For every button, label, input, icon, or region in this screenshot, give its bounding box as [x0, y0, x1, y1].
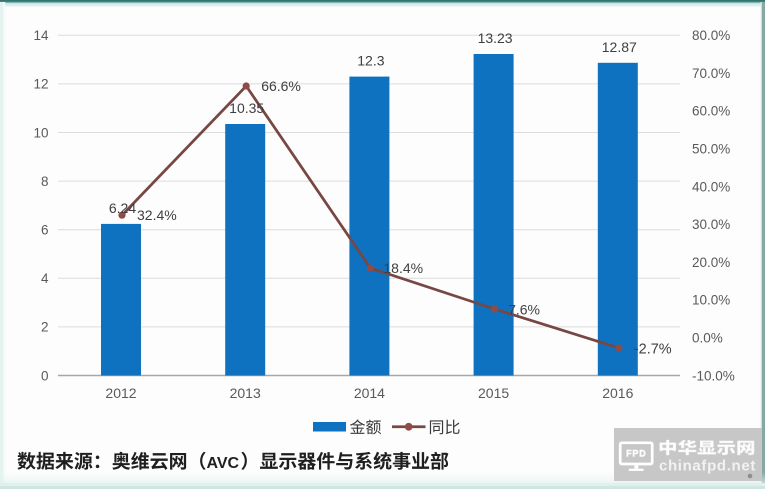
svg-text:13.23: 13.23 [478, 30, 513, 46]
svg-text:2014: 2014 [354, 385, 385, 401]
svg-text:2015: 2015 [478, 385, 509, 401]
svg-text:12.3: 12.3 [357, 53, 384, 69]
svg-text:60.0%: 60.0% [692, 104, 730, 119]
svg-text:20.0%: 20.0% [692, 255, 730, 270]
svg-text:70.0%: 70.0% [692, 66, 730, 81]
svg-text:12: 12 [33, 77, 48, 92]
svg-text:2: 2 [41, 320, 49, 335]
svg-text:18.4%: 18.4% [383, 260, 423, 276]
svg-text:-2.7%: -2.7% [634, 342, 672, 358]
svg-text:6: 6 [41, 223, 49, 238]
svg-text:30.0%: 30.0% [692, 217, 730, 232]
svg-text:50.0%: 50.0% [692, 142, 730, 157]
svg-text:10.35: 10.35 [229, 100, 264, 116]
svg-text:40.0%: 40.0% [692, 179, 730, 194]
svg-text:-10.0%: -10.0% [692, 368, 735, 383]
svg-text:FPD: FPD [626, 448, 646, 458]
svg-text:4: 4 [41, 271, 49, 286]
svg-text:2016: 2016 [602, 385, 633, 401]
svg-text:12.87: 12.87 [602, 39, 637, 55]
svg-text:80.0%: 80.0% [692, 28, 730, 43]
svg-text:10: 10 [33, 125, 48, 140]
svg-text:14: 14 [33, 28, 49, 43]
svg-text:2013: 2013 [230, 385, 261, 401]
svg-text:AVC: AVC [207, 455, 240, 472]
svg-text:chinafpd.net: chinafpd.net [659, 458, 756, 475]
svg-text:10.0%: 10.0% [692, 293, 730, 308]
svg-text:66.6%: 66.6% [261, 78, 301, 94]
svg-text:6.24: 6.24 [109, 200, 136, 216]
svg-text:8: 8 [41, 174, 49, 189]
svg-text:2012: 2012 [105, 385, 136, 401]
svg-text:0: 0 [41, 368, 49, 383]
svg-text:32.4%: 32.4% [137, 207, 177, 223]
svg-text:0.0%: 0.0% [692, 331, 723, 346]
svg-text:7.6%: 7.6% [508, 302, 540, 318]
